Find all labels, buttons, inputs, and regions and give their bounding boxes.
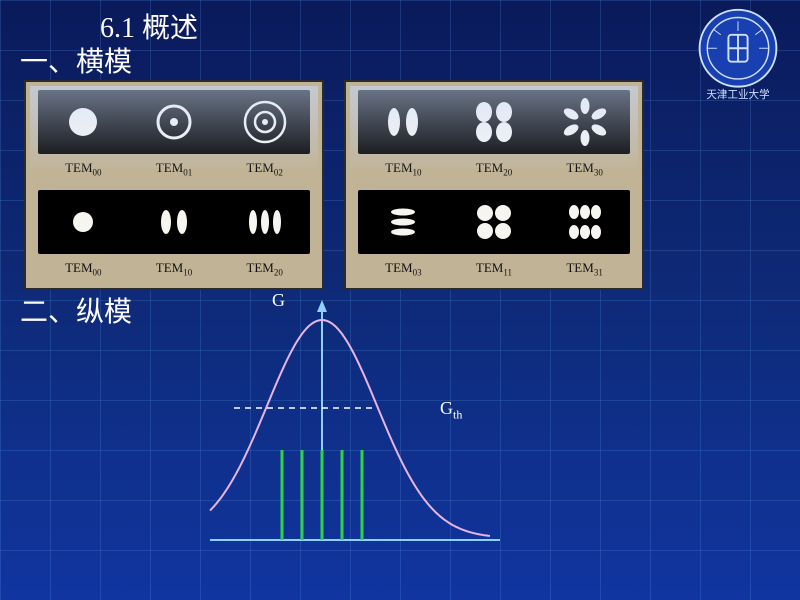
tem-cell-r11 [454,190,534,254]
tem-left-row1 [38,90,310,154]
tem-label: TEM11 [476,260,512,278]
logo-text: 天津工业大学 [706,88,769,101]
university-logo: 天津工业大学 [690,6,786,102]
tem-label: TEM02 [246,160,282,178]
tem-cell-00b [43,190,123,254]
tem-cell-r30 [545,90,625,154]
tem-cell-r31 [545,190,625,254]
tem-right-labels2: TEM03 TEM11 TEM31 [358,258,630,280]
tem-left-labels1: TEM00 TEM01 TEM02 [38,158,310,180]
tem-label: TEM31 [566,260,602,278]
tem-cell-10 [134,190,214,254]
tem-label: TEM01 [156,160,192,178]
tem-left-labels2: TEM00 TEM10 TEM20 [38,258,310,280]
tem-label: TEM20 [246,260,282,278]
section-1-heading: 一、横模 [20,40,132,80]
tem-left-row2 [38,190,310,254]
tem-label: TEM10 [385,160,421,178]
tem-cell-20 [225,190,305,254]
tem-cell-01 [134,90,214,154]
tem-cell-r03 [363,190,443,254]
tem-label: TEM10 [156,260,192,278]
tem-label: TEM00 [65,160,101,178]
tem-cell-r20 [454,90,534,154]
tem-panel-left: TEM00 TEM01 TEM02 TEM00 TEM10 TEM20 [24,80,324,290]
tem-label: TEM30 [566,160,602,178]
tem-cell-r10 [363,90,443,154]
section-2-heading: 二、纵模 [20,290,132,330]
tem-right-row1 [358,90,630,154]
tem-label: TEM20 [476,160,512,178]
tem-cell-00 [43,90,123,154]
tem-right-labels1: TEM10 TEM20 TEM30 [358,158,630,180]
tem-label: TEM03 [385,260,421,278]
gain-chart [200,300,560,600]
tem-label: TEM00 [65,260,101,278]
tem-panel-right: TEM10 TEM20 TEM30 TEM03 TEM11 TEM31 [344,80,644,290]
tem-cell-02 [225,90,305,154]
tem-right-row2 [358,190,630,254]
